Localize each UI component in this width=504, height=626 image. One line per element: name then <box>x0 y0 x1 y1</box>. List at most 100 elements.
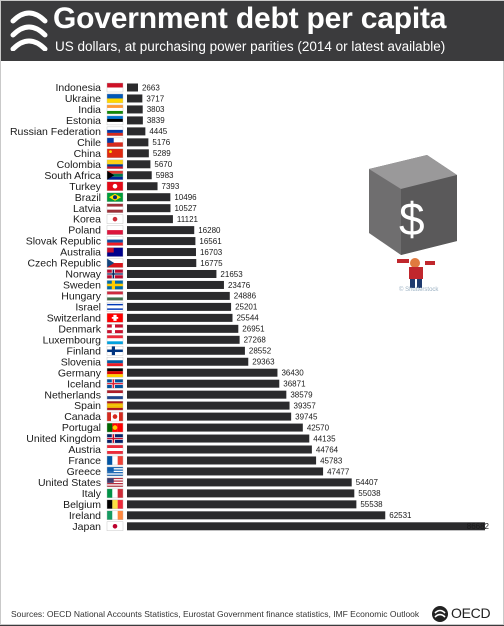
slovenia-flag <box>106 357 124 367</box>
data-label: 5670 <box>154 160 172 169</box>
data-label: 7393 <box>162 182 180 191</box>
category-label: Turkey <box>69 181 101 193</box>
brazil-flag <box>106 192 124 202</box>
category-label: Russian Federation <box>10 126 101 138</box>
data-label: 28552 <box>249 347 272 356</box>
data-label: 21653 <box>220 270 243 279</box>
bar <box>127 193 171 202</box>
indonesia-flag <box>106 82 124 93</box>
france-flag <box>106 455 124 466</box>
bar <box>127 127 146 136</box>
category-label: China <box>74 148 102 160</box>
canada-flag <box>106 411 124 422</box>
bar <box>127 138 149 147</box>
portugal-flag <box>106 422 124 433</box>
bar <box>127 237 196 246</box>
data-label: 45783 <box>320 456 343 465</box>
category-label: Japan <box>72 521 101 533</box>
czech-flag <box>106 258 124 268</box>
data-label: 36430 <box>281 369 304 378</box>
data-label: 3803 <box>147 105 165 114</box>
category-label: Canada <box>64 411 101 423</box>
data-label: 3839 <box>147 116 165 125</box>
data-label: 10496 <box>174 193 197 202</box>
data-label: 10527 <box>174 204 197 213</box>
israel-flag <box>106 302 124 312</box>
data-label: 29363 <box>252 358 275 367</box>
bar <box>127 511 386 520</box>
category-label: Chile <box>77 137 101 149</box>
data-label: 62531 <box>389 511 412 520</box>
data-label: 25544 <box>236 314 259 323</box>
data-label: 5983 <box>156 171 174 180</box>
norway-flag <box>106 269 124 279</box>
oecd-footer-logo: OECD <box>431 603 501 623</box>
category-label: Spain <box>74 400 101 412</box>
bar <box>127 248 196 257</box>
usa-flag <box>106 477 124 488</box>
oecd-logo-text: OECD <box>451 605 491 621</box>
bar-chart: Indonesia 2663 Ukraine 3717 India 3803 Estonia… <box>10 82 490 533</box>
bar <box>127 445 312 454</box>
category-label: Germany <box>58 367 102 379</box>
italy-flag <box>106 488 124 499</box>
estonia-flag <box>106 115 124 126</box>
bar <box>127 259 197 268</box>
bar <box>127 291 230 300</box>
data-label: 86682 <box>467 522 490 531</box>
data-label: 44135 <box>313 434 336 443</box>
category-label: Greece <box>67 466 102 478</box>
bar <box>127 215 173 224</box>
bar <box>127 489 355 498</box>
category-label: Ukraine <box>65 93 101 105</box>
category-label: Iceland <box>67 378 101 390</box>
india-flag <box>106 104 124 115</box>
category-label: Poland <box>68 225 101 237</box>
data-label: 4445 <box>149 127 167 136</box>
bar <box>127 335 240 344</box>
data-label: 39357 <box>294 401 317 410</box>
bar <box>127 522 485 531</box>
data-label: 23476 <box>228 281 251 290</box>
bar <box>127 149 149 158</box>
bar <box>127 390 287 399</box>
category-label: Ireland <box>69 510 101 522</box>
spain-flag <box>106 400 124 411</box>
data-label: 42570 <box>307 423 330 432</box>
greece-flag <box>106 466 124 477</box>
oecd-mark-icon <box>432 606 448 622</box>
data-label: 5289 <box>153 149 171 158</box>
image-credit: © Shutterstock <box>399 287 439 293</box>
bar <box>127 116 143 125</box>
data-label: 24886 <box>234 292 257 301</box>
south-africa-flag <box>106 170 124 180</box>
denmark-flag <box>106 324 124 334</box>
category-label: Slovenia <box>61 356 101 368</box>
bar <box>127 379 280 388</box>
colombia-flag <box>106 159 124 169</box>
data-label: 16703 <box>200 248 223 257</box>
category-label: Indonesia <box>55 82 101 94</box>
bar <box>127 204 171 213</box>
category-label: Hungary <box>61 291 101 303</box>
bar <box>127 269 217 278</box>
belgium-flag <box>106 499 124 510</box>
bar <box>127 368 278 377</box>
poland-flag <box>106 225 124 235</box>
australia-flag <box>106 247 124 257</box>
bar <box>127 467 324 476</box>
data-label: 54407 <box>356 478 379 487</box>
bar <box>127 94 143 103</box>
russia-flag <box>106 126 124 137</box>
bar <box>127 478 352 487</box>
data-label: 55038 <box>358 489 381 498</box>
bar <box>127 182 158 191</box>
category-label: Netherlands <box>44 389 101 401</box>
category-label: Switzerland <box>47 312 101 324</box>
finland-flag <box>106 346 124 356</box>
bar <box>127 346 245 355</box>
china-flag <box>106 148 124 159</box>
category-label: Luxembourg <box>43 334 102 346</box>
bar <box>127 171 152 180</box>
data-label: 16775 <box>200 259 223 268</box>
